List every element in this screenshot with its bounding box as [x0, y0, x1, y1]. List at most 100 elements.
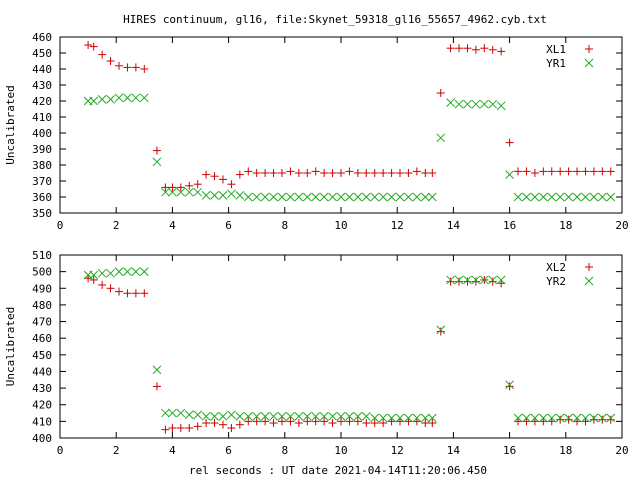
series-YR1: [83, 93, 616, 202]
data-point: [436, 325, 446, 335]
data-point: [353, 169, 362, 177]
legend-label: XL1: [546, 43, 566, 56]
data-point: [260, 192, 270, 202]
data-point: [302, 412, 312, 421]
data-point: [514, 167, 523, 176]
data-point: [556, 415, 565, 424]
plot-frame: [59, 36, 623, 214]
data-point: [252, 192, 262, 202]
y-tick-label: 440: [32, 63, 52, 76]
data-point: [286, 412, 295, 421]
data-point: [505, 170, 514, 179]
series-XL2: [84, 274, 615, 434]
data-point: [446, 44, 455, 53]
data-point: [319, 412, 329, 421]
legend-marker: [584, 276, 594, 286]
data-point: [353, 412, 363, 421]
data-point: [161, 425, 170, 434]
data-point: [370, 169, 379, 177]
data-point: [471, 275, 481, 285]
data-point: [252, 169, 261, 177]
chart-panel-1: 350 360 370 380 390 400 410 420 430 440 450 460 0 2 4 6…: [4, 31, 629, 232]
data-point: [421, 419, 430, 428]
data-point: [362, 169, 371, 177]
data-point: [337, 169, 345, 177]
x-tick-label: 20: [615, 444, 628, 457]
data-point: [161, 187, 170, 197]
data-point: [210, 412, 219, 421]
x-tick-label: 12: [391, 219, 404, 232]
data-point: [589, 413, 599, 423]
data-point: [193, 180, 202, 189]
x-tick-label: 8: [281, 444, 288, 457]
y-tick-label: 480: [32, 299, 52, 312]
data-point: [210, 172, 219, 181]
data-point: [168, 183, 177, 192]
data-point: [479, 99, 489, 109]
data-point: [140, 65, 149, 73]
data-point: [471, 99, 481, 109]
data-point: [202, 419, 211, 428]
data-point: [98, 50, 107, 59]
data-point: [161, 183, 170, 192]
data-point: [336, 412, 346, 421]
legend-label: XL2: [546, 261, 566, 274]
data-point: [131, 93, 141, 103]
data-point: [319, 192, 329, 202]
data-point: [227, 189, 236, 199]
data-point: [420, 413, 430, 423]
data-point: [161, 408, 170, 418]
x-tick-label: 2: [113, 219, 120, 232]
data-point: [89, 275, 98, 284]
data-point: [606, 415, 615, 424]
data-point: [176, 408, 186, 418]
data-point: [539, 167, 548, 176]
y-tick-label: 450: [32, 47, 52, 60]
data-point: [446, 277, 455, 286]
data-point: [404, 192, 413, 202]
data-point: [303, 169, 312, 177]
data-point: [227, 410, 236, 420]
data-point: [463, 277, 472, 286]
data-point: [131, 267, 141, 276]
y-tick-label: 370: [32, 175, 52, 188]
data-point: [362, 419, 371, 428]
data-point: [89, 270, 99, 280]
data-point: [131, 63, 140, 72]
data-point: [201, 191, 211, 200]
data-point: [193, 187, 203, 197]
plot-frame: [59, 254, 623, 439]
data-point: [320, 417, 329, 426]
data-point: [556, 167, 565, 176]
data-point: [412, 192, 422, 202]
data-point: [294, 169, 303, 177]
x-tick-label: 8: [281, 219, 288, 232]
y-tick-label: 400: [32, 127, 52, 140]
legend-marker: [584, 58, 594, 68]
data-point: [387, 169, 396, 177]
data-point: [243, 192, 253, 202]
data-point: [277, 169, 286, 177]
y-tick-label: 460: [32, 31, 52, 44]
x-tick-label: 6: [225, 444, 232, 457]
data-point: [436, 133, 446, 143]
data-point: [311, 192, 321, 202]
data-point: [98, 280, 107, 289]
data-point: [370, 413, 380, 423]
data-point: [210, 419, 219, 428]
y-tick-label: 440: [32, 365, 52, 378]
data-point: [260, 412, 270, 421]
data-point: [185, 424, 194, 433]
data-point: [428, 419, 437, 428]
data-point: [320, 169, 329, 177]
x-tick-label: 16: [503, 219, 516, 232]
data-point: [606, 413, 616, 423]
data-point: [581, 413, 590, 423]
x-tick-label: 10: [334, 219, 347, 232]
data-point: [210, 191, 219, 200]
data-point: [227, 180, 236, 189]
series-YR2: [83, 267, 616, 423]
data-point: [185, 181, 194, 190]
data-point: [454, 275, 464, 285]
